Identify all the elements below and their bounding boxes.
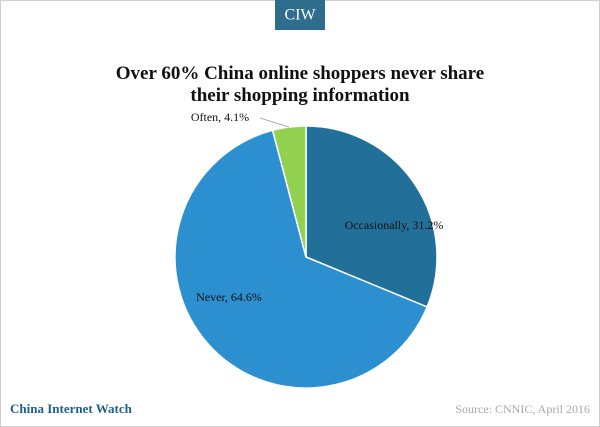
pie: Occasionally, 31.2% Never, 64.6% Often, 4.… bbox=[174, 110, 444, 389]
data-label: Often, 4.1% bbox=[191, 110, 249, 124]
chart-title: Over 60% China online shoppers never sha… bbox=[116, 63, 484, 106]
badge: CIW bbox=[284, 7, 316, 24]
source: Source: CNNIC, April 2016 bbox=[455, 402, 590, 416]
slice bbox=[305, 125, 438, 308]
data-label: Never, 64.6% bbox=[196, 290, 262, 304]
brand: China Internet Watch bbox=[10, 401, 133, 416]
badge-box bbox=[275, 0, 325, 30]
leader-line bbox=[259, 117, 290, 128]
slice bbox=[174, 129, 429, 389]
data-label: Occasionally, 31.2% bbox=[345, 218, 444, 232]
